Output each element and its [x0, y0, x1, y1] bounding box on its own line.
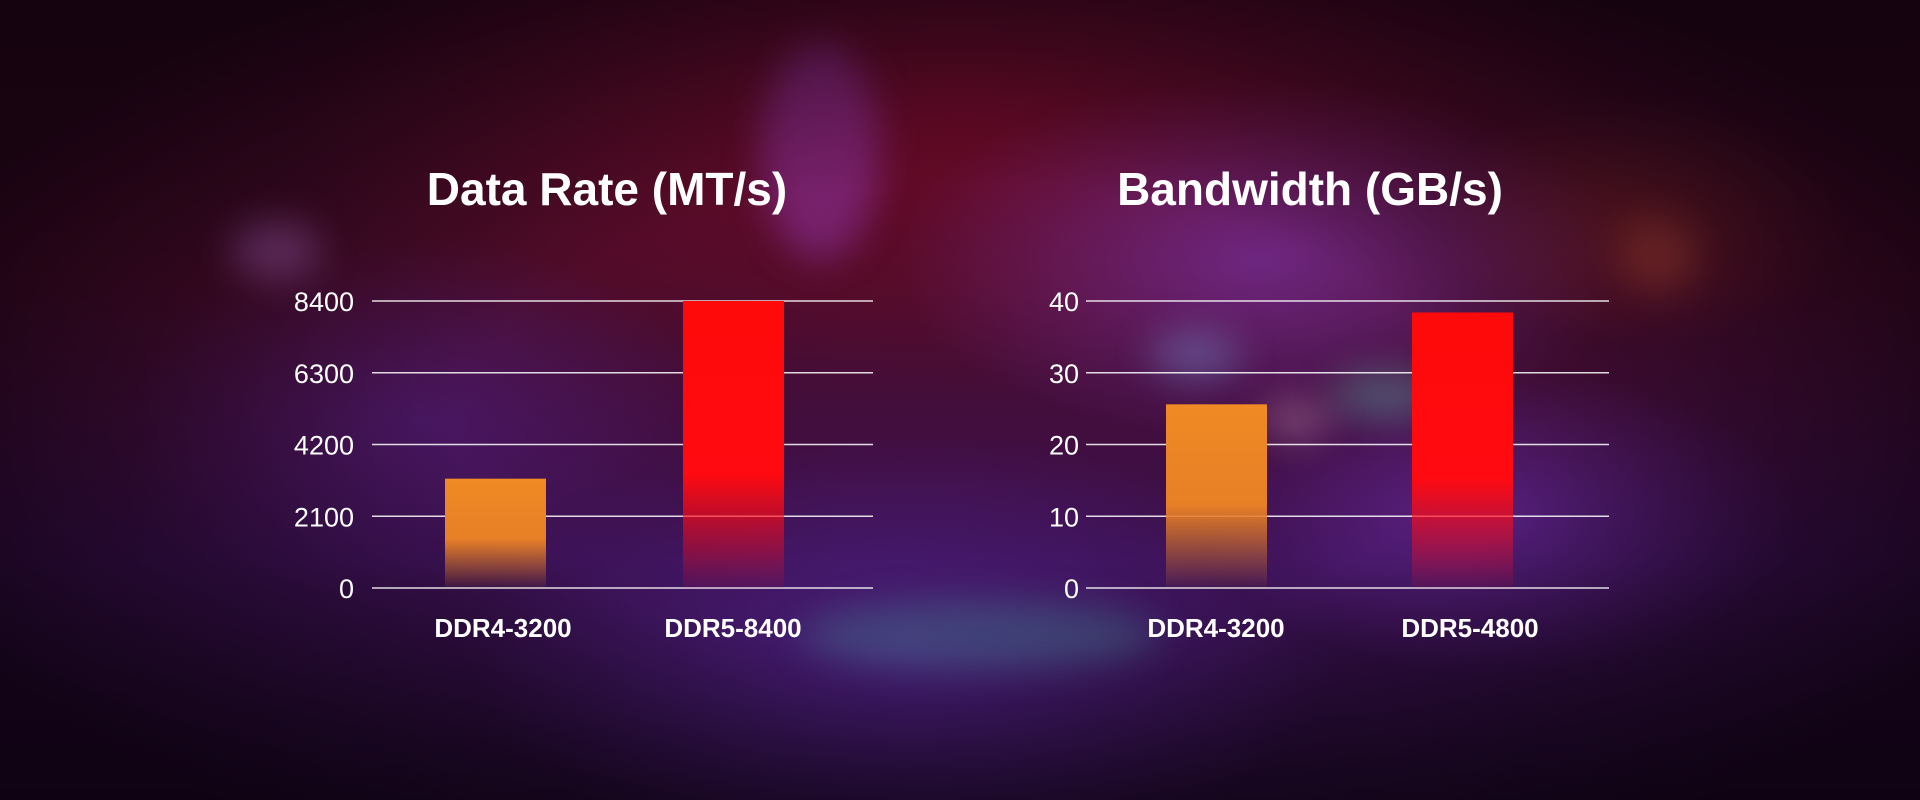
gridlines [1086, 300, 1609, 589]
y-tick-label: 8400 [294, 287, 354, 317]
y-tick-label: 10 [1049, 502, 1079, 532]
y-tick-label: 20 [1049, 431, 1079, 461]
bar-ddr4-3200 [445, 478, 546, 588]
bar-ddr4-3200 [1166, 404, 1267, 588]
data-rate-chart: Data Rate (MT/s) 8400 6300 4200 2100 0 D… [294, 163, 873, 643]
bandwidth-chart: Bandwidth (GB/s) 40 30 20 10 0 DDR4-3200… [1049, 163, 1609, 643]
y-tick-label: 2100 [294, 502, 354, 532]
chart-title: Bandwidth (GB/s) [1117, 163, 1503, 215]
y-tick-label: 4200 [294, 431, 354, 461]
y-tick-label: 30 [1049, 359, 1079, 389]
y-axis: 40 30 20 10 0 [1049, 287, 1079, 604]
x-tick-label: DDR5-4800 [1401, 613, 1538, 643]
y-axis: 8400 6300 4200 2100 0 [294, 287, 354, 604]
y-tick-label: 0 [339, 574, 354, 604]
x-tick-label: DDR5-8400 [664, 613, 801, 643]
x-tick-label: DDR4-3200 [434, 613, 571, 643]
y-tick-label: 6300 [294, 359, 354, 389]
chart-title: Data Rate (MT/s) [427, 163, 787, 215]
y-tick-label: 40 [1049, 287, 1079, 317]
x-tick-label: DDR4-3200 [1147, 613, 1284, 643]
bar-ddr5-4800 [1412, 312, 1513, 588]
bar-ddr5-8400 [683, 301, 784, 588]
y-tick-label: 0 [1064, 574, 1079, 604]
